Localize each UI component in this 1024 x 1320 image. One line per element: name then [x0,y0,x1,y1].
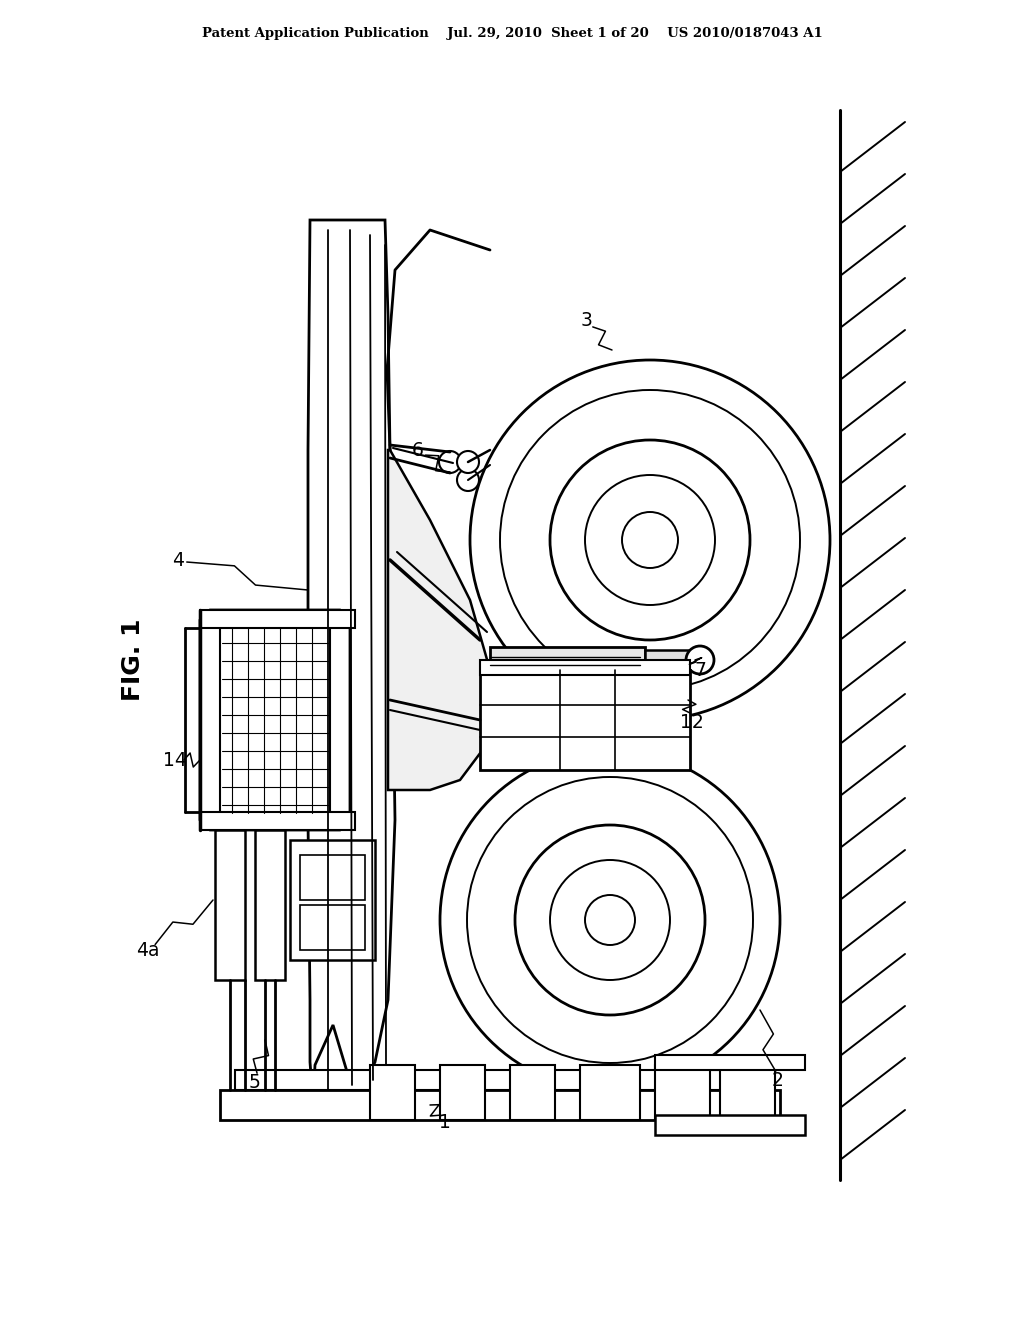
Circle shape [440,750,780,1090]
Bar [300,906,365,950]
Bar [370,1065,415,1119]
Circle shape [550,861,670,979]
Text: FIG. 1: FIG. 1 [121,619,145,701]
Circle shape [585,475,715,605]
Bar [290,840,375,960]
Circle shape [622,512,678,568]
Bar [440,1065,485,1119]
Bar [655,1065,710,1119]
Polygon shape [200,610,350,830]
Circle shape [457,469,479,491]
Bar [234,1071,760,1090]
Circle shape [515,825,705,1015]
Circle shape [500,389,800,690]
Circle shape [467,777,753,1063]
Bar [655,1115,805,1135]
Circle shape [550,440,750,640]
Text: 4: 4 [172,550,184,569]
Bar [255,830,285,979]
Text: 5: 5 [249,1072,261,1092]
Circle shape [470,360,830,719]
Text: 7: 7 [694,660,706,680]
Text: 12: 12 [680,713,703,731]
Bar [510,1065,555,1119]
Bar [580,1065,640,1119]
Bar [720,1065,775,1119]
Polygon shape [388,450,490,789]
Text: Patent Application Publication    Jul. 29, 2010  Sheet 1 of 20    US 2010/018704: Patent Application Publication Jul. 29, … [202,26,822,40]
Bar [300,855,365,900]
Bar [480,671,690,770]
Bar [220,624,330,814]
Circle shape [439,451,461,473]
Bar [220,1090,780,1119]
Text: 2: 2 [772,1071,784,1089]
Bar [200,812,355,830]
Circle shape [457,451,479,473]
Text: 3: 3 [581,310,593,330]
Bar [655,1055,805,1071]
Polygon shape [313,1026,356,1102]
Circle shape [686,645,714,675]
Text: 4a: 4a [136,940,160,960]
Bar [490,647,645,672]
Text: 1: 1 [439,1113,451,1131]
Text: 14: 14 [163,751,187,770]
Polygon shape [308,220,395,1102]
Text: 6: 6 [412,441,424,459]
Circle shape [585,895,635,945]
Bar [215,830,245,979]
Bar [200,610,355,628]
Bar [645,649,695,668]
Bar [480,660,690,675]
